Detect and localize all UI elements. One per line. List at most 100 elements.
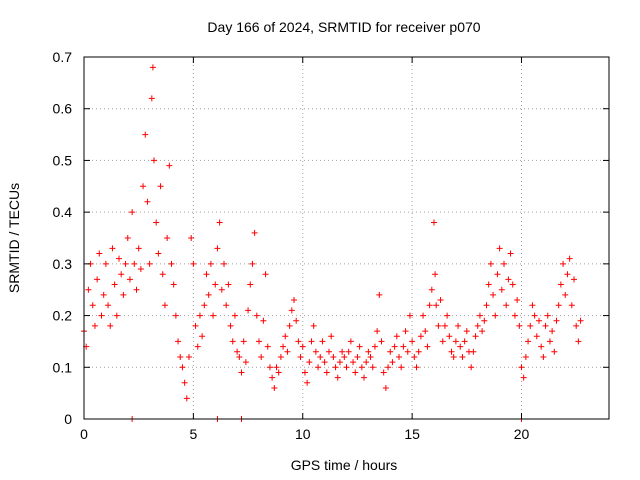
data-point <box>426 302 433 309</box>
data-point <box>400 343 407 350</box>
data-point <box>199 333 206 340</box>
data-point <box>260 317 267 324</box>
data-point <box>483 302 490 309</box>
data-point <box>367 353 374 360</box>
y-tick-label: 0.2 <box>53 308 73 324</box>
data-point <box>293 317 300 324</box>
data-point <box>549 328 556 335</box>
data-point <box>406 312 413 319</box>
y-tick-label: 0.1 <box>53 359 73 375</box>
data-point <box>376 291 383 298</box>
data-point <box>118 271 125 278</box>
data-point <box>428 286 435 293</box>
data-point <box>354 353 361 360</box>
y-tick-label: 0.6 <box>53 101 73 117</box>
data-point <box>374 328 381 335</box>
data-point <box>251 229 258 236</box>
data-point <box>234 348 241 355</box>
data-point <box>188 235 195 241</box>
data-point <box>196 312 203 319</box>
data-point <box>402 328 409 335</box>
data-point <box>505 276 512 283</box>
data-point <box>444 312 451 319</box>
data-point <box>345 348 352 355</box>
data-point <box>159 271 166 278</box>
data-point <box>85 286 92 293</box>
data-point <box>210 312 217 319</box>
data-point <box>133 286 140 293</box>
x-tick-label: 20 <box>514 426 530 442</box>
data-point <box>566 255 573 262</box>
data-point <box>557 281 564 288</box>
data-point <box>225 281 232 288</box>
data-point <box>339 348 346 355</box>
data-point <box>511 312 518 319</box>
data-point <box>479 328 486 335</box>
data-point <box>509 281 516 288</box>
data-point <box>461 338 468 345</box>
data-point <box>286 322 293 329</box>
x-axis-label: GPS time / hours <box>291 457 398 473</box>
data-point <box>568 302 575 309</box>
data-point <box>398 364 405 371</box>
data-point <box>273 364 280 371</box>
data-point <box>455 322 462 329</box>
data-point <box>507 250 514 257</box>
data-point <box>266 364 273 371</box>
data-point <box>431 219 437 226</box>
data-point <box>514 297 521 304</box>
data-point <box>227 322 234 329</box>
x-tick-label: 0 <box>80 426 88 442</box>
data-point <box>183 395 190 402</box>
data-point <box>170 281 177 288</box>
data-point <box>249 260 256 267</box>
data-point <box>520 374 527 381</box>
data-point <box>536 317 542 324</box>
data-point <box>358 364 365 371</box>
data-point <box>245 307 252 314</box>
data-point <box>91 322 98 329</box>
data-point <box>177 353 184 360</box>
data-point <box>361 374 367 381</box>
data-point <box>415 348 422 355</box>
data-point <box>490 291 497 298</box>
data-point <box>380 369 387 376</box>
data-point <box>365 348 372 355</box>
data-point <box>221 260 227 267</box>
data-point <box>485 281 492 288</box>
y-tick-label: 0.7 <box>53 49 73 65</box>
data-point <box>201 302 208 309</box>
data-point <box>573 322 580 329</box>
data-point <box>238 369 245 376</box>
data-point <box>323 369 330 376</box>
data-point <box>411 353 418 360</box>
data-point <box>135 245 142 252</box>
data-point <box>433 302 440 309</box>
data-point <box>546 338 553 345</box>
data-point <box>140 183 147 190</box>
data-point <box>494 271 501 278</box>
data-point <box>306 359 313 366</box>
data-point <box>100 291 107 298</box>
data-point <box>236 353 243 360</box>
data-point <box>277 353 284 360</box>
data-point <box>223 302 230 309</box>
data-point <box>102 260 109 267</box>
data-point <box>450 353 457 360</box>
data-point <box>280 343 287 350</box>
data-point <box>501 260 507 267</box>
data-point <box>518 364 525 371</box>
data-point <box>459 353 466 360</box>
data-point <box>542 322 549 329</box>
data-point <box>258 353 265 360</box>
data-point <box>218 286 225 293</box>
data-point <box>131 260 138 267</box>
data-point <box>105 302 112 309</box>
data-point <box>564 271 571 278</box>
data-point <box>301 369 308 376</box>
data-point <box>212 281 219 288</box>
data-point <box>317 353 324 360</box>
data-point <box>516 322 523 329</box>
data-point <box>315 364 322 371</box>
